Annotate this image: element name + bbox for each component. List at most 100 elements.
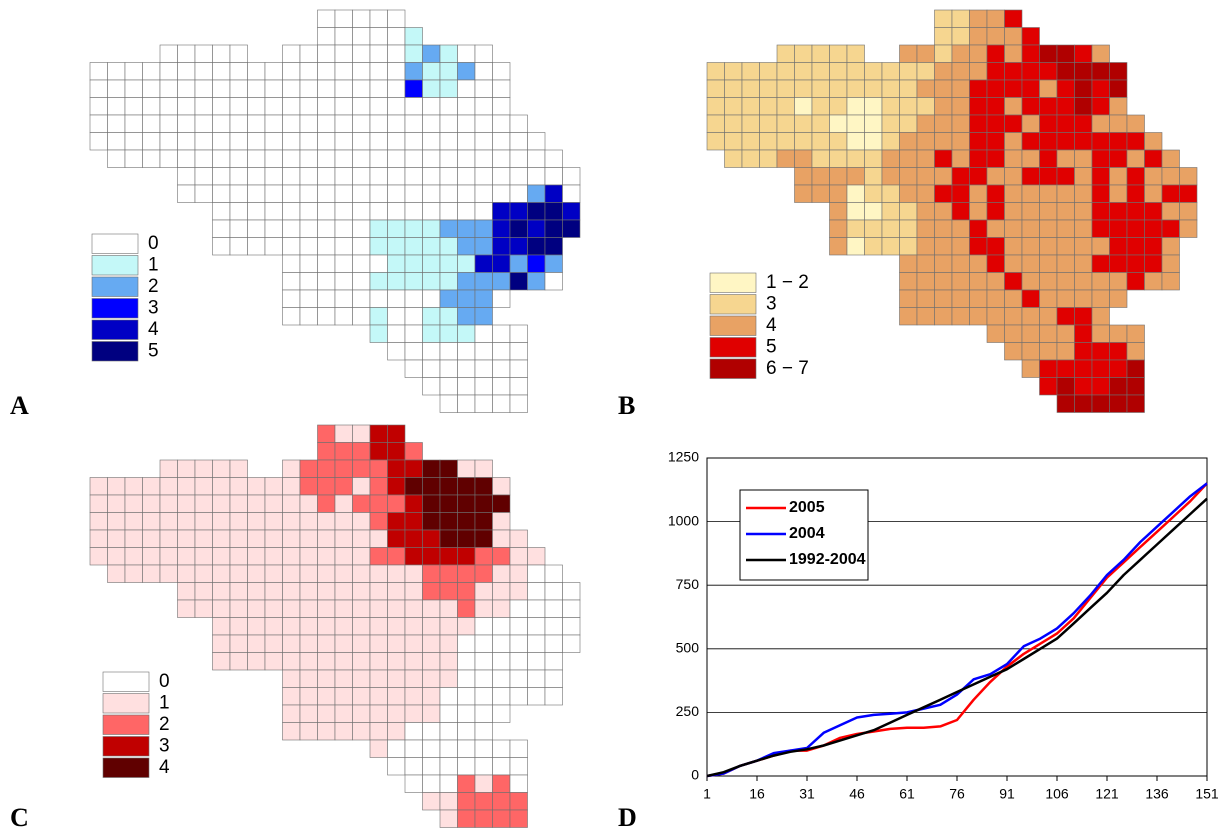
- map-cell: [387, 442, 406, 461]
- legend-label: 3: [148, 298, 159, 319]
- map-cell: [986, 289, 1005, 308]
- map-cell: [1004, 272, 1023, 291]
- map-cell: [492, 237, 511, 256]
- legend-label: 4: [159, 757, 170, 778]
- map-cell: [439, 617, 458, 636]
- map-cell: [934, 254, 953, 273]
- map-cell: [264, 582, 283, 601]
- map-cell: [334, 634, 353, 653]
- legend-swatch: [102, 693, 150, 714]
- map-cell: [1056, 202, 1075, 221]
- map-cell: [387, 704, 406, 723]
- map-cell: [1056, 237, 1075, 256]
- map-cell: [282, 459, 301, 478]
- map-cell: [509, 774, 528, 793]
- map-cell: [1039, 272, 1058, 291]
- map-cell: [317, 149, 336, 168]
- map-cell: [369, 62, 388, 81]
- map-cell: [776, 149, 795, 168]
- map-cell: [282, 307, 301, 326]
- map-cell: [951, 44, 970, 63]
- legend-label: 2004: [789, 525, 825, 542]
- map-cell: [527, 564, 546, 583]
- map-cell: [142, 149, 161, 168]
- legend-swatch: [91, 255, 139, 276]
- legend-label: 1992-2004: [789, 551, 866, 568]
- map-cell: [1109, 272, 1128, 291]
- map-cell: [509, 167, 528, 186]
- map-cell: [282, 564, 301, 583]
- map-cell: [212, 149, 231, 168]
- map-cell: [951, 97, 970, 116]
- map-cell: [724, 62, 743, 81]
- map-cell: [369, 722, 388, 741]
- map-cell: [1056, 359, 1075, 378]
- x-tick-label: 91: [999, 786, 1015, 802]
- map-cell: [1074, 289, 1093, 308]
- legend-label: 4: [148, 319, 159, 340]
- map-cell: [1091, 132, 1110, 151]
- map-cell: [1004, 27, 1023, 46]
- map-cell: [509, 757, 528, 776]
- map-cell: [369, 494, 388, 513]
- map-cell: [387, 582, 406, 601]
- map-cell: [404, 307, 423, 326]
- map-cell: [404, 272, 423, 291]
- map-cell: [1004, 44, 1023, 63]
- map-cell: [194, 79, 213, 98]
- map-cell: [369, 167, 388, 186]
- map-cell: [492, 359, 511, 378]
- map-cell: [1144, 132, 1163, 151]
- map-cell: [881, 167, 900, 186]
- map-cell: [89, 97, 108, 116]
- map-cell: [387, 307, 406, 326]
- map-cell: [492, 219, 511, 238]
- map-cell: [299, 254, 318, 273]
- map-cell: [247, 149, 266, 168]
- map-cell: [864, 62, 883, 81]
- map-cell: [986, 307, 1005, 326]
- map-cell: [474, 254, 493, 273]
- map-cell: [299, 307, 318, 326]
- map-cell: [369, 582, 388, 601]
- map-cell: [1109, 342, 1128, 361]
- map-cell: [724, 132, 743, 151]
- map-cell: [864, 202, 883, 221]
- map-cell: [492, 494, 511, 513]
- map-cell: [899, 307, 918, 326]
- map-cell: [159, 114, 178, 133]
- map-cell: [457, 722, 476, 741]
- map-cell: [299, 669, 318, 688]
- map-cell: [1161, 219, 1180, 238]
- map-cell: [1039, 167, 1058, 186]
- map-cell: [352, 582, 371, 601]
- map-cell: [142, 529, 161, 548]
- map-cell: [299, 634, 318, 653]
- map-cell: [492, 272, 511, 291]
- map-cell: [404, 184, 423, 203]
- map-cell: [264, 219, 283, 238]
- map-cell: [1091, 44, 1110, 63]
- map-cell: [317, 167, 336, 186]
- map-cell: [474, 652, 493, 671]
- map-cell: [474, 237, 493, 256]
- map-cell: [264, 62, 283, 81]
- map-cell: [212, 617, 231, 636]
- map-cell: [212, 132, 231, 151]
- map-cell: [457, 184, 476, 203]
- map-cell: [229, 494, 248, 513]
- map-cell: [264, 494, 283, 513]
- map-cell: [899, 97, 918, 116]
- map-cell: [124, 529, 143, 548]
- map-cell: [387, 617, 406, 636]
- map-cell: [264, 184, 283, 203]
- map-cell: [422, 289, 441, 308]
- map-cell: [422, 547, 441, 566]
- map-cell: [212, 529, 231, 548]
- map-cell: [404, 634, 423, 653]
- map-cell: [1161, 237, 1180, 256]
- map-cell: [439, 739, 458, 758]
- map-cell: [282, 167, 301, 186]
- map-cell: [439, 687, 458, 706]
